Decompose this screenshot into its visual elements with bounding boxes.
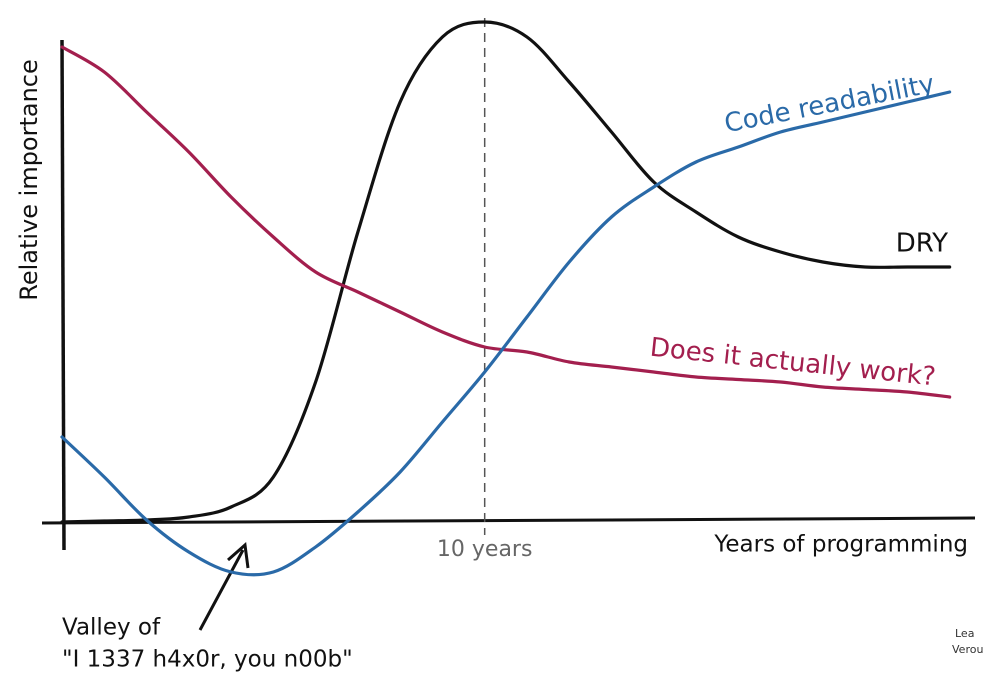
series-line — [60, 20, 952, 524]
annotation: Valley of — [62, 615, 161, 641]
signature: Verou — [952, 643, 983, 656]
y-axis-label: Relative importance — [15, 59, 43, 301]
y-axis — [60, 39, 66, 551]
annotation-arrow — [198, 542, 250, 631]
signature: Lea — [955, 627, 974, 640]
x-axis — [41, 516, 976, 525]
series-label: DRY — [896, 229, 948, 259]
annotation: "I 1337 h4x0r, you n00b" — [62, 647, 353, 673]
series-line — [60, 90, 952, 577]
series-label: Code readability — [722, 69, 937, 139]
x-tick-label: 10 years — [437, 537, 533, 562]
series-line — [60, 45, 952, 399]
x-axis-label: Years of programming — [713, 532, 968, 558]
